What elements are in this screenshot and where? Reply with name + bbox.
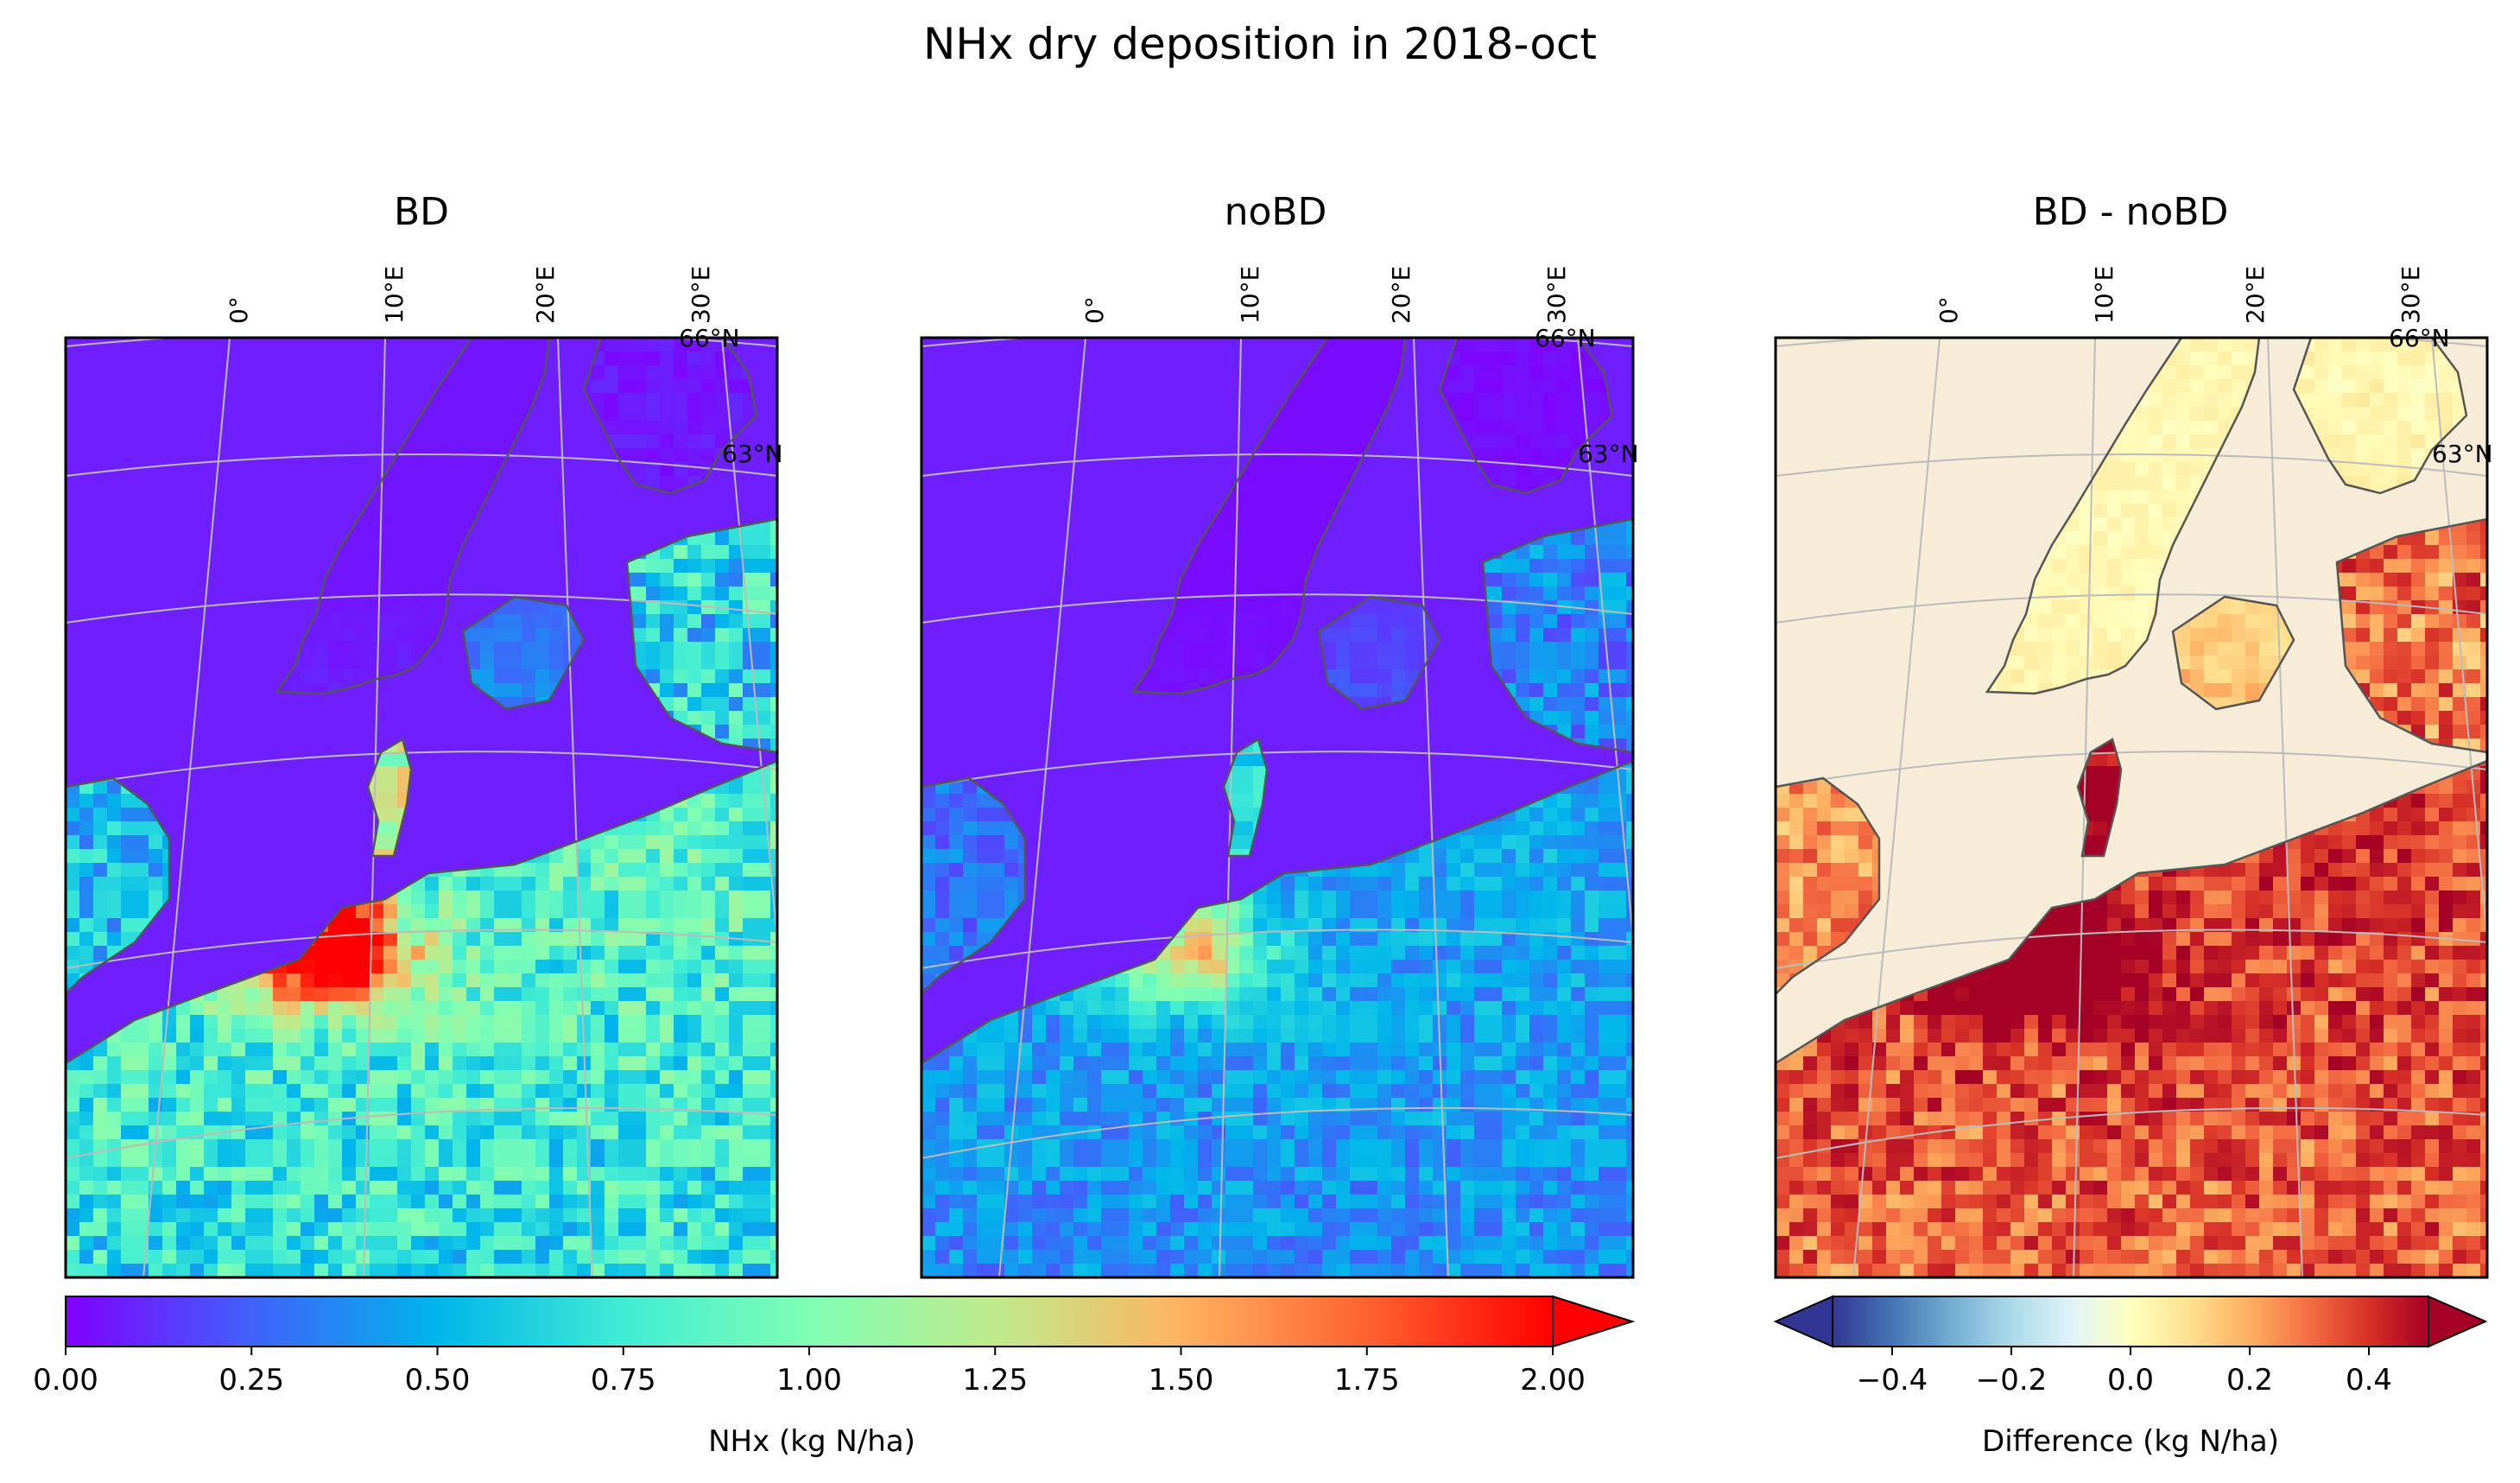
lon-label: 10°E <box>1236 266 1264 324</box>
colorbar-nhx-tick-label: 2.00 <box>1520 1363 1586 1397</box>
lat-label: 63°N <box>722 440 783 468</box>
lon-label: 10°E <box>2090 266 2118 324</box>
colorbar-nhx-tick-label: 0.75 <box>591 1363 656 1397</box>
colorbar-difference-tick-label: 0.0 <box>2107 1363 2154 1397</box>
lon-label: 30°E <box>2397 266 2425 324</box>
lon-label: 0° <box>1934 296 1963 324</box>
map-panel-bd: 0° 10°E 20°E 30°E66°N 63°N <box>64 266 783 1279</box>
colorbar-difference-extend-high <box>2428 1295 2488 1348</box>
lon-label: 0° <box>1080 296 1109 324</box>
lon-label: 20°E <box>1387 266 1415 324</box>
colorbar-difference-tick-label: 0.4 <box>2346 1363 2392 1397</box>
colorbar-nhx-extend-arrow <box>1552 1295 1636 1348</box>
map-panel-difference: 0° 10°E 20°E 30°E66°N 63°N <box>1774 266 2493 1279</box>
gridlines <box>921 338 1633 1277</box>
colorbar-nhx-tick-label: 0.00 <box>33 1363 98 1397</box>
coastlines <box>921 338 1633 1277</box>
colorbar-difference-gradient <box>1833 1296 2428 1347</box>
land-baltic_east <box>1483 519 1633 752</box>
land-sweden_south <box>1319 597 1440 709</box>
coastlines <box>66 338 777 1277</box>
lon-label: 20°E <box>2241 266 2270 324</box>
colorbar-nhx-tick-label: 1.25 <box>962 1363 1028 1397</box>
colorbar-nhx: NHx (kg N/ha) 0.00 0.25 0.50 0.75 1.00 1.25 1.… <box>33 1295 1636 1459</box>
lat-label: 63°N <box>2432 440 2493 468</box>
map-frame <box>1774 336 2489 1279</box>
lon-label: 20°E <box>531 266 560 324</box>
lat-label: 63°N <box>1578 440 1639 468</box>
colorbar-difference: Difference (kg N/ha) −0.4 −0.2 0.0 0.2 0.4 <box>1773 1295 2488 1459</box>
colorbar-difference-tick-label: −0.4 <box>1857 1363 1928 1397</box>
lon-label: 30°E <box>1542 266 1571 324</box>
panel-title-difference: BD - noBD <box>2033 190 2229 234</box>
colorbar-difference-tick-label: 0.2 <box>2226 1363 2273 1397</box>
colorbar-difference-extend-low <box>1773 1295 1833 1348</box>
lat-label: 66°N <box>1535 324 1596 352</box>
lon-label: 30°E <box>687 266 715 324</box>
colorbar-nhx-tick-label: 1.50 <box>1149 1363 1214 1397</box>
panel-title-bd: BD <box>394 190 449 234</box>
colorbar-nhx-tick-label: 1.75 <box>1334 1363 1400 1397</box>
colorbar-difference-label: Difference (kg N/ha) <box>1982 1424 2279 1459</box>
lon-label: 0° <box>225 296 253 324</box>
colorbar-nhx-tick-label: 1.00 <box>776 1363 842 1397</box>
coastlines <box>1776 338 2487 1277</box>
lon-label: 10°E <box>380 266 408 324</box>
lat-label: 66°N <box>2389 324 2450 352</box>
colorbar-nhx-label: NHx (kg N/ha) <box>708 1424 915 1459</box>
figure-title: NHx dry deposition in 2018-oct <box>923 19 1597 69</box>
lat-label: 66°N <box>679 324 740 352</box>
land-baltic_east <box>2337 519 2487 752</box>
panel-title-nobd: noBD <box>1225 190 1327 234</box>
map-frame <box>64 336 779 1279</box>
colorbar-nhx-tick-label: 0.50 <box>405 1363 471 1397</box>
colorbar-nhx-tick-label: 0.25 <box>218 1363 284 1397</box>
map-frame <box>920 336 1635 1279</box>
map-panel-nobd: 0° 10°E 20°E 30°E66°N 63°N <box>920 266 1639 1279</box>
colorbar-difference-tick-label: −0.2 <box>1976 1363 2048 1397</box>
colorbar-nhx-gradient <box>66 1296 1553 1347</box>
